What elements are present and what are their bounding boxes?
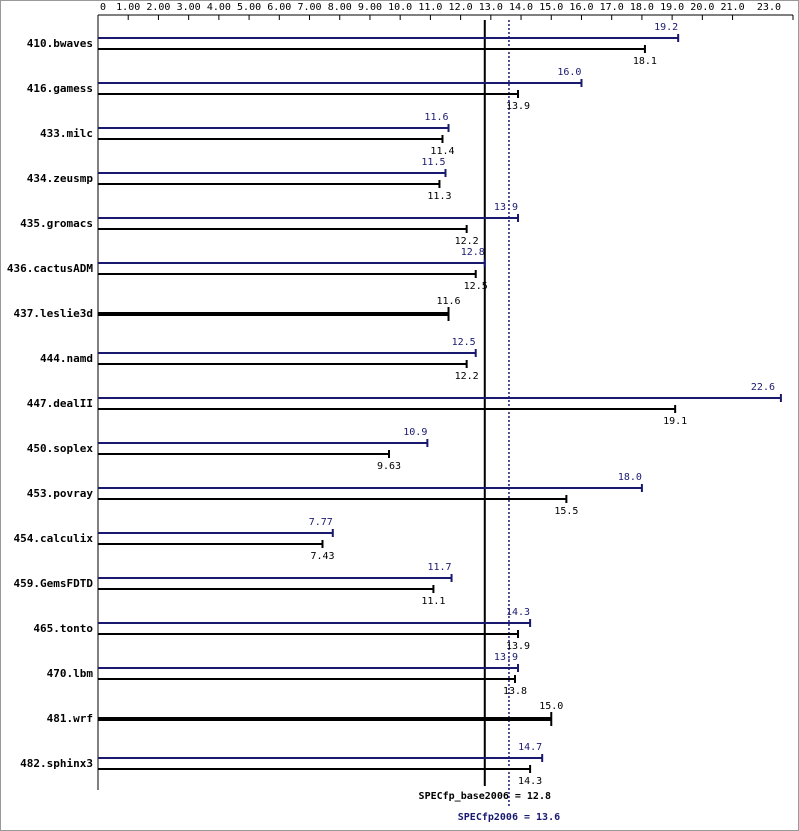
x-tick-label: 20.0 (690, 2, 714, 13)
category-label: 433.milc (40, 127, 93, 140)
x-tick-label: 0 (100, 2, 106, 13)
x-tick-label: 4.00 (207, 2, 231, 13)
x-tick-label: 10.0 (388, 2, 412, 13)
category-label: 416.gamess (27, 82, 93, 95)
value-label: 7.43 (310, 551, 334, 562)
value-label: 10.9 (403, 427, 427, 438)
category-label: 436.cactusADM (7, 262, 93, 275)
value-label: 11.4 (430, 146, 454, 157)
value-label: 18.0 (618, 472, 642, 483)
x-tick-label: 15.0 (539, 2, 563, 13)
category-label: 444.namd (40, 352, 93, 365)
value-label: 11.5 (421, 157, 445, 168)
x-tick-label: 5.00 (237, 2, 261, 13)
reference-label: SPECfp2006 = 13.6 (458, 812, 560, 823)
value-label: 13.9 (494, 202, 518, 213)
category-label: 454.calculix (14, 532, 94, 545)
category-label: 437.leslie3d (14, 307, 93, 320)
value-label: 7.77 (309, 517, 333, 528)
x-tick-label: 19.0 (660, 2, 684, 13)
x-tick-label: 8.00 (328, 2, 352, 13)
x-tick-label: 3.00 (177, 2, 201, 13)
value-label: 13.9 (494, 652, 518, 663)
value-label: 18.1 (633, 56, 657, 67)
value-label: 11.3 (427, 191, 451, 202)
x-tick-label: 21.0 (721, 2, 745, 13)
value-label: 14.7 (518, 742, 542, 753)
value-label: 12.5 (464, 281, 488, 292)
x-tick-label: 13.0 (479, 2, 503, 13)
category-label: 450.soplex (27, 442, 94, 455)
value-label: 22.6 (751, 382, 775, 393)
value-label: 13.8 (503, 686, 527, 697)
value-label: 13.9 (506, 641, 530, 652)
value-label: 11.1 (421, 596, 445, 607)
category-label: 481.wrf (47, 712, 93, 725)
category-label: 410.bwaves (27, 37, 93, 50)
value-label: 9.63 (377, 461, 401, 472)
x-tick-label: 14.0 (509, 2, 533, 13)
x-tick-label: 23.0 (757, 2, 781, 13)
category-label: 470.lbm (47, 667, 94, 680)
value-label: 15.5 (554, 506, 578, 517)
category-label: 482.sphinx3 (20, 757, 93, 770)
value-label: 11.6 (424, 112, 448, 123)
category-label: 447.dealII (27, 397, 93, 410)
x-tick-label: 11.0 (418, 2, 442, 13)
value-label: 12.8 (461, 247, 485, 258)
x-tick-label: 12.0 (449, 2, 473, 13)
category-label: 434.zeusmp (27, 172, 94, 185)
x-tick-label: 18.0 (630, 2, 654, 13)
x-tick-label: 1.00 (116, 2, 140, 13)
value-label: 13.9 (506, 101, 530, 112)
value-label: 12.2 (455, 371, 479, 382)
value-label: 11.7 (427, 562, 451, 573)
x-tick-label: 7.00 (297, 2, 321, 13)
value-label: 16.0 (557, 67, 581, 78)
value-label: 14.3 (506, 607, 530, 618)
value-label: 12.5 (452, 337, 476, 348)
value-label: 15.0 (539, 701, 563, 712)
value-label: 19.2 (654, 22, 678, 33)
x-tick-label: 17.0 (600, 2, 624, 13)
x-tick-label: 9.00 (358, 2, 382, 13)
value-label: 12.2 (455, 236, 479, 247)
category-label: 435.gromacs (20, 217, 93, 230)
category-label: 459.GemsFDTD (14, 577, 94, 590)
category-label: 465.tonto (33, 622, 93, 635)
x-tick-label: 6.00 (267, 2, 291, 13)
x-tick-label: 16.0 (569, 2, 593, 13)
x-tick-label: 2.00 (146, 2, 170, 13)
value-label: 19.1 (663, 416, 687, 427)
value-label: 14.3 (518, 776, 542, 787)
category-label: 453.povray (27, 487, 94, 500)
reference-label: SPECfp_base2006 = 12.8 (419, 791, 551, 802)
value-label: 11.6 (436, 296, 460, 307)
